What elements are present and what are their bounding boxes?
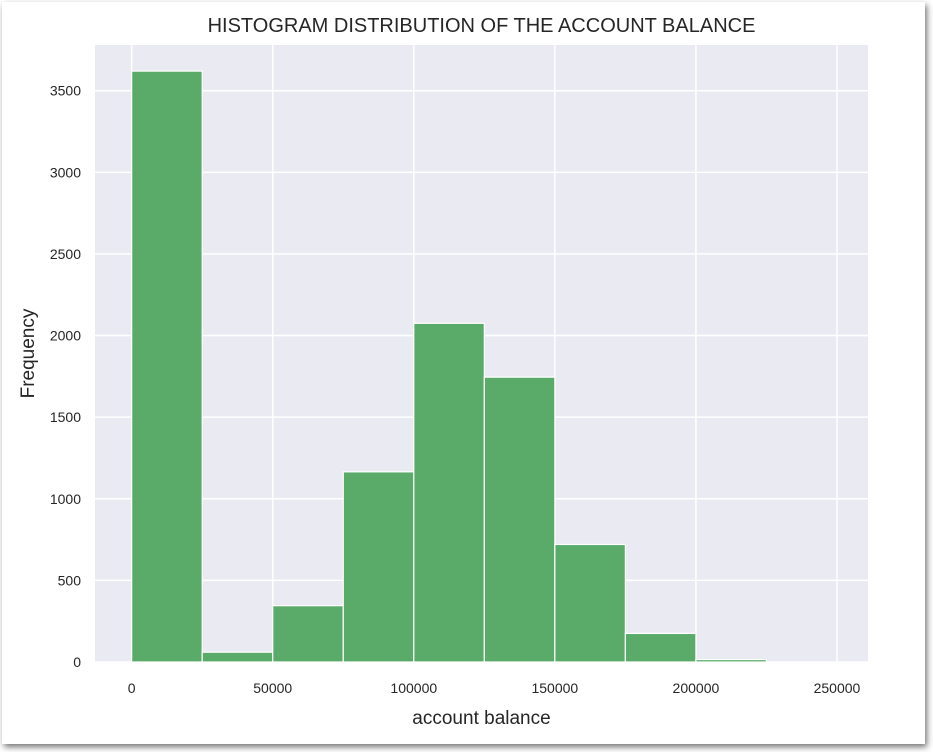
y-tick-label: 1000	[50, 491, 81, 507]
x-tick-label: 250000	[814, 680, 861, 696]
y-tick-label: 1500	[50, 409, 81, 425]
x-tick-label: 100000	[390, 680, 437, 696]
y-tick-label: 2500	[50, 246, 81, 262]
histogram-bar	[272, 605, 344, 663]
histogram-bar	[695, 658, 768, 663]
x-axis-label: account balance	[412, 708, 550, 729]
histogram-chart: 0 50000 100000 150000 200000 250000 0 500 1000 1…	[18, 15, 868, 729]
x-axis-ticks: 0 50000 100000 150000 200000 250000	[128, 680, 861, 696]
histogram-bar	[201, 651, 274, 663]
histogram-bar	[413, 322, 485, 663]
histogram-bar	[554, 543, 626, 663]
y-axis-label: Frequency	[18, 308, 39, 398]
y-tick-label: 3500	[50, 83, 81, 99]
y-tick-label: 2000	[50, 328, 81, 344]
y-tick-label: 0	[73, 654, 81, 670]
histogram-bar	[483, 376, 556, 663]
histogram-bar	[624, 632, 697, 663]
histogram-bar	[342, 471, 415, 663]
y-tick-label: 500	[58, 572, 82, 588]
chart-title: HISTOGRAM DISTRIBUTION OF THE ACCOUNT BA…	[208, 15, 756, 37]
chart-frame: 0 50000 100000 150000 200000 250000 0 500 1000 1…	[2, 2, 925, 744]
x-tick-label: 200000	[673, 680, 720, 696]
x-tick-label: 0	[128, 680, 136, 696]
x-tick-label: 50000	[253, 680, 292, 696]
histogram-bars	[131, 70, 768, 663]
y-axis-ticks: 0 500 1000 1500 2000 2500 3000 3500	[50, 83, 81, 670]
x-tick-label: 150000	[531, 680, 578, 696]
histogram-bar	[131, 70, 203, 663]
y-tick-label: 3000	[50, 164, 81, 180]
